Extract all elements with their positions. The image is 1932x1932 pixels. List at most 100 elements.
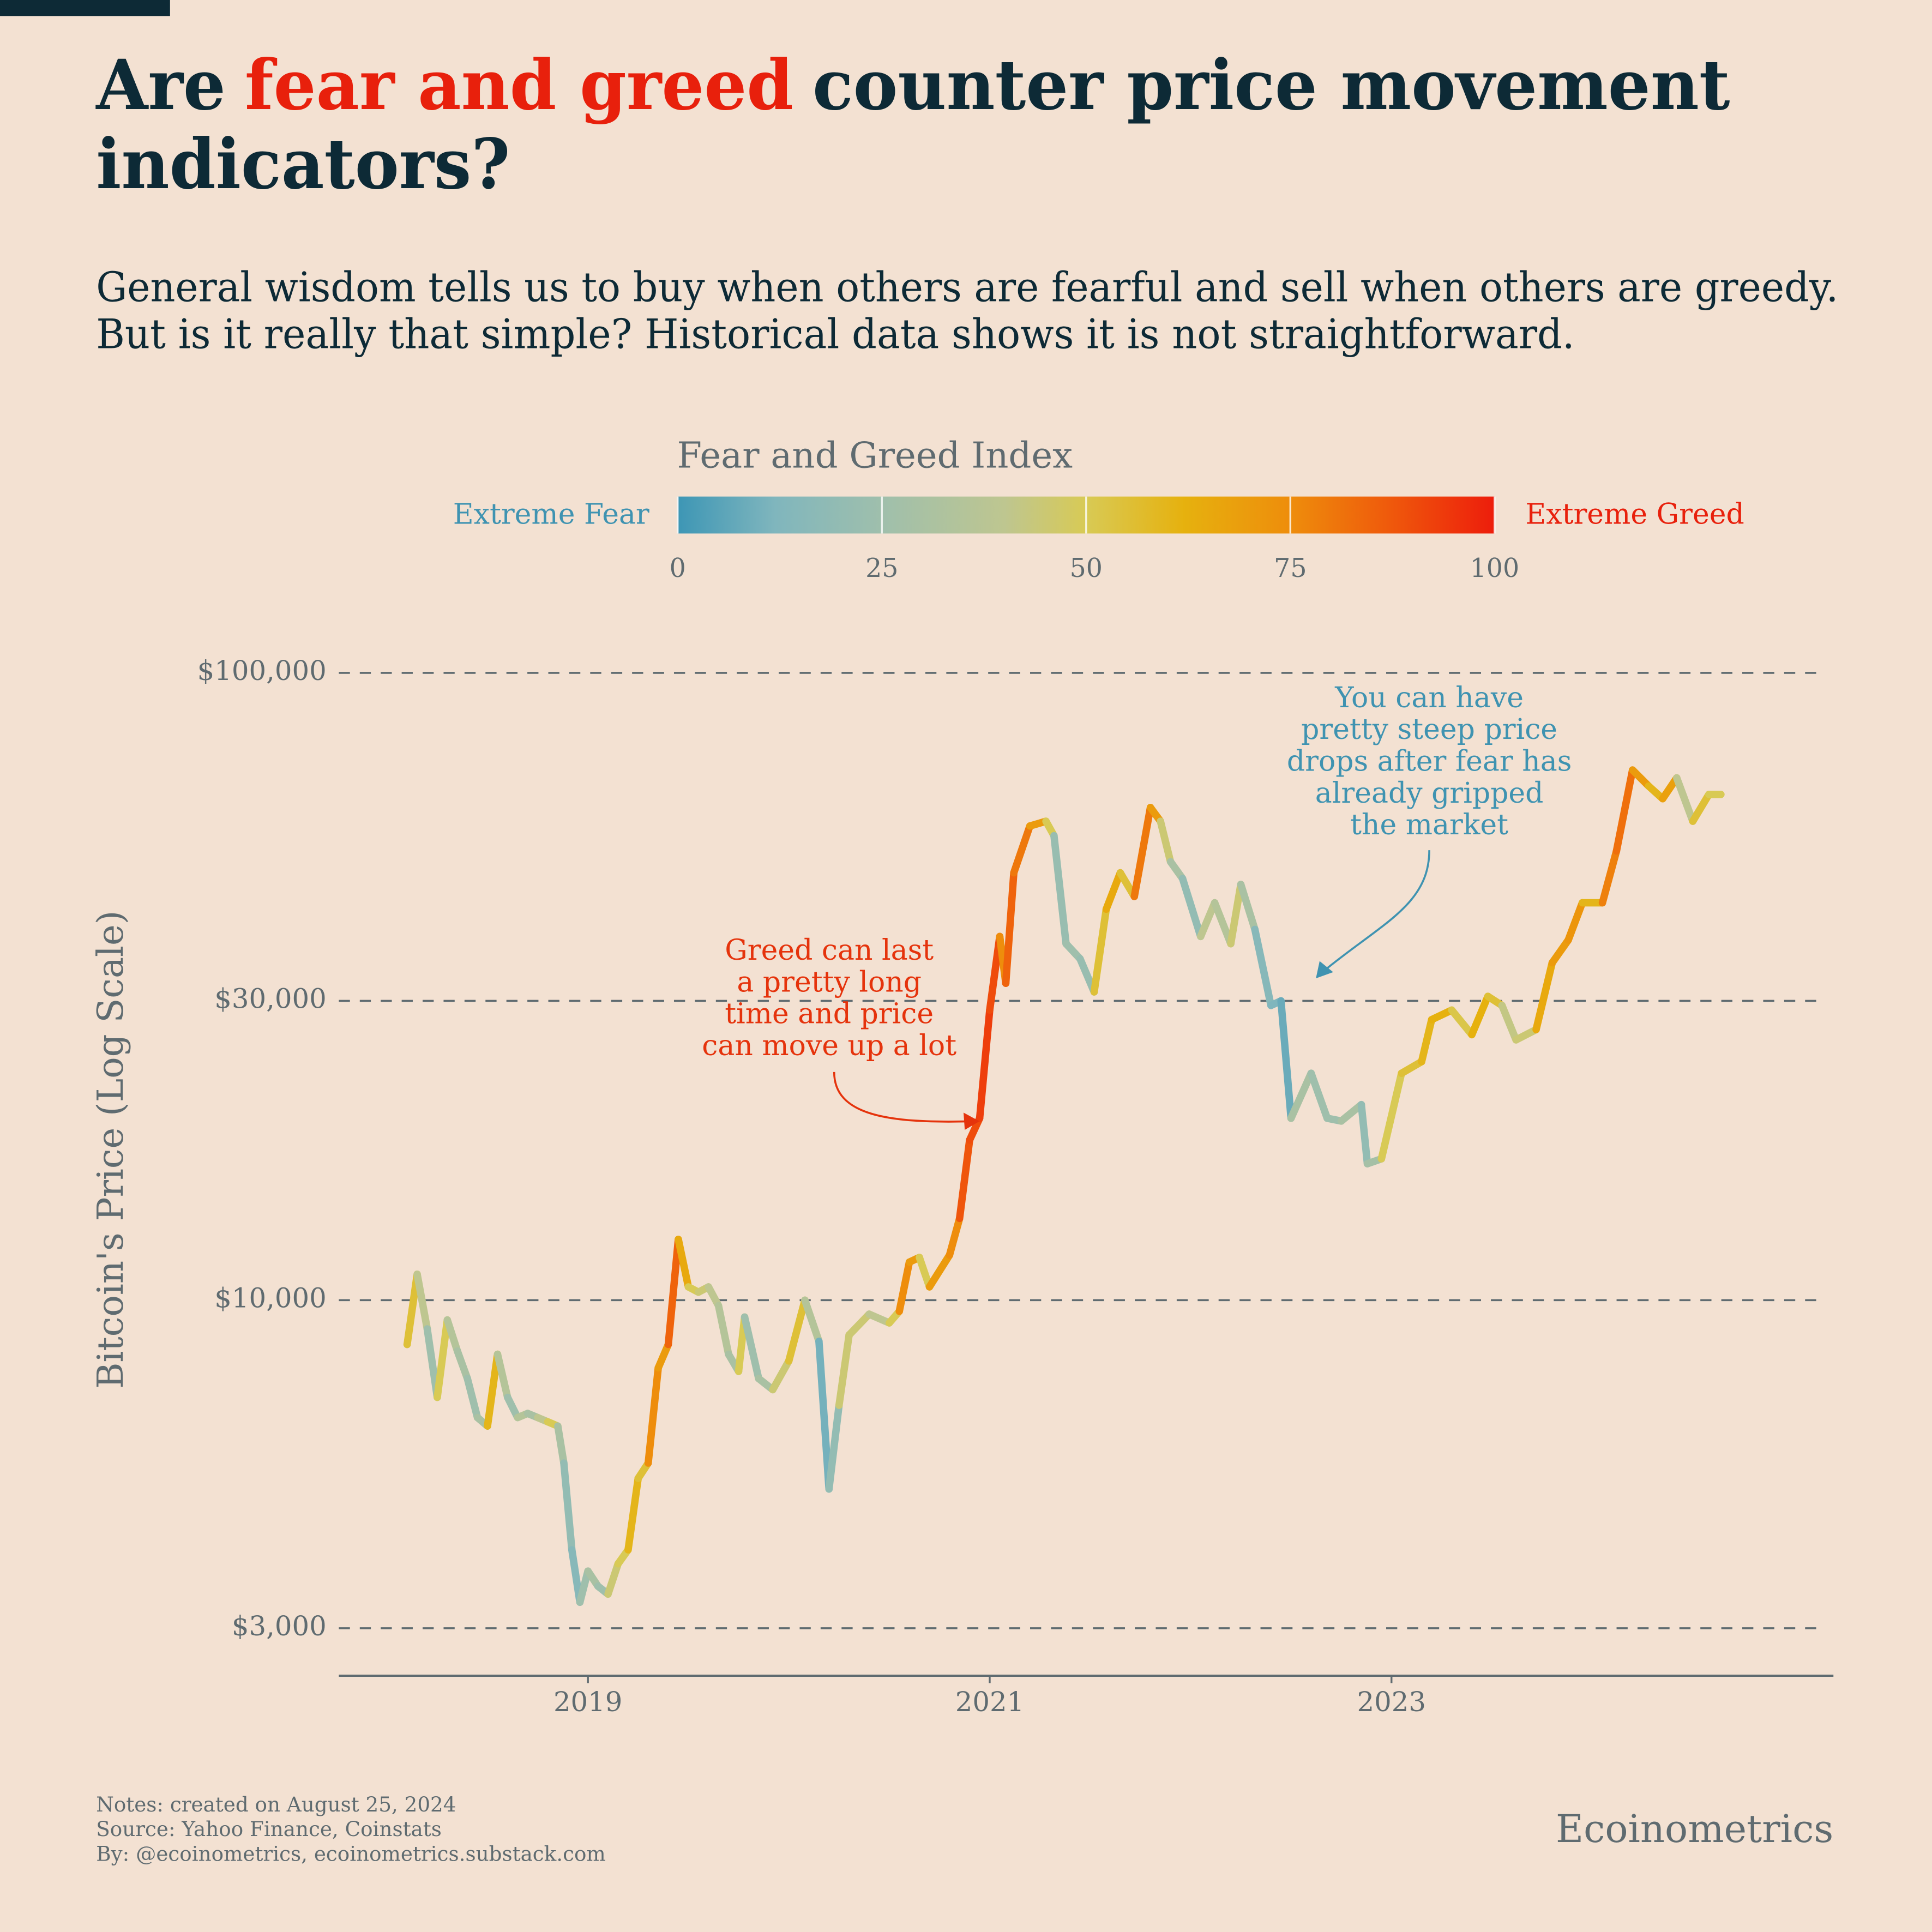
price-segment (714, 1302, 732, 1358)
price-segment (946, 1214, 964, 1259)
footer-note: Notes: created on August 25, 2024 (96, 1792, 456, 1816)
price-segment (741, 1313, 763, 1382)
annotation-arrowhead (1316, 961, 1333, 979)
price-segment (1287, 1069, 1315, 1122)
price-segment (1512, 1026, 1540, 1044)
price-segment (1673, 774, 1697, 825)
price-segment (815, 1337, 833, 1493)
price-segment (654, 1340, 672, 1372)
price-segment (560, 1459, 576, 1554)
price-segment (916, 1254, 934, 1291)
price-segment (434, 1316, 452, 1401)
y-axis-label: Bitcoin's Price (Log Scale) (90, 911, 131, 1389)
x-tick-label: 2019 (553, 1686, 623, 1718)
annotation: a pretty long (737, 966, 922, 998)
price-segment (1251, 925, 1275, 1009)
price-segment (1629, 766, 1653, 790)
price-segment (443, 1316, 461, 1355)
price-segment (1211, 899, 1235, 948)
colorbar-low-label: Extreme Fear (453, 498, 649, 531)
price-segment (644, 1364, 662, 1467)
price-segment (976, 1006, 994, 1122)
annotation: You can have (1334, 682, 1524, 714)
annotation: Greed can last (725, 934, 934, 967)
price-segment (1398, 1058, 1425, 1077)
y-tick-label: $10,000 (214, 1282, 327, 1314)
price-segment (464, 1375, 482, 1422)
price-segment (1227, 881, 1245, 948)
annotation-arrow (833, 1072, 974, 1123)
y-tick-label: $100,000 (197, 655, 327, 687)
price-segment (785, 1296, 809, 1365)
chart-title: indicators? (96, 123, 510, 204)
annotation-arrowhead (963, 1112, 980, 1130)
annotation: already gripped (1315, 777, 1544, 810)
price-segment (1468, 992, 1492, 1039)
price-segment (1130, 804, 1154, 900)
title-highlight: fear and greed (245, 44, 793, 125)
price-segment (604, 1560, 622, 1598)
annotation: can move up a lot (702, 1030, 956, 1062)
price-segment (1102, 869, 1124, 913)
brand: Ecoinometrics (1556, 1807, 1833, 1851)
price-segment (1689, 791, 1713, 825)
price-segment (554, 1422, 568, 1467)
price-segment (1090, 905, 1110, 996)
x-tick-label: 2021 (955, 1686, 1025, 1718)
price-segment (1237, 881, 1259, 934)
y-tick-label: $30,000 (214, 983, 327, 1014)
subtitle: General wisdom tells us to buy when othe… (96, 264, 1838, 311)
price-segment (845, 1310, 873, 1339)
price-segment (1157, 817, 1175, 865)
colorbar-high-label: Extreme Greed (1525, 498, 1744, 531)
colorbar-tick-label: 50 (1070, 553, 1103, 583)
price-segment (453, 1347, 471, 1382)
price-segment (504, 1393, 522, 1422)
price-segment (825, 1401, 843, 1493)
price-segment (624, 1474, 642, 1554)
price-segment (413, 1270, 431, 1333)
x-tick-label: 2023 (1357, 1686, 1427, 1718)
price-segment (1277, 997, 1295, 1122)
annotation: time and price (725, 998, 934, 1031)
price-segment (1307, 1069, 1331, 1122)
y-tick-label: $3,000 (232, 1610, 327, 1642)
price-segment (925, 1251, 954, 1291)
price-segment (1050, 832, 1070, 948)
footer-note: Source: Yahoo Finance, Coinstats (96, 1817, 442, 1841)
colorbar-tick-label: 75 (1274, 553, 1307, 583)
price-segment (1357, 1100, 1371, 1167)
price-segment (675, 1236, 693, 1291)
corner-bar (0, 0, 170, 16)
price-segment (955, 1136, 973, 1223)
price-segment (1002, 869, 1018, 987)
price-segment (1532, 959, 1556, 1033)
price-segment (484, 1350, 502, 1430)
subtitle: But is it really that simple? Historical… (96, 311, 1574, 358)
price-segment (895, 1258, 913, 1315)
annotation-arrow (1320, 850, 1430, 974)
title-part: Are (95, 44, 226, 125)
price-segment (801, 1296, 823, 1345)
price-segment (1598, 847, 1621, 907)
footer-note: By: @ecoinometrics, ecoinometrics.substa… (96, 1841, 606, 1865)
price-segment (403, 1270, 421, 1349)
title-part: counter price movement (812, 44, 1730, 125)
price-segment (1448, 1006, 1476, 1039)
price-segment (576, 1567, 592, 1606)
price-segment (1197, 899, 1219, 941)
price-segment (1010, 822, 1034, 877)
annotation: drops after fear has (1287, 745, 1572, 778)
price-segment (1418, 1016, 1436, 1066)
colorbar-tick-label: 25 (865, 553, 898, 583)
price-segment (1498, 1002, 1520, 1044)
price-segment (835, 1331, 853, 1409)
price-segment (493, 1350, 511, 1401)
price-segment (1564, 899, 1586, 944)
annotation: the market (1350, 809, 1508, 841)
colorbar-tick-label: 100 (1470, 553, 1520, 583)
colorbar-title: Fear and Greed Index (677, 435, 1073, 477)
price-segment (1178, 875, 1205, 941)
